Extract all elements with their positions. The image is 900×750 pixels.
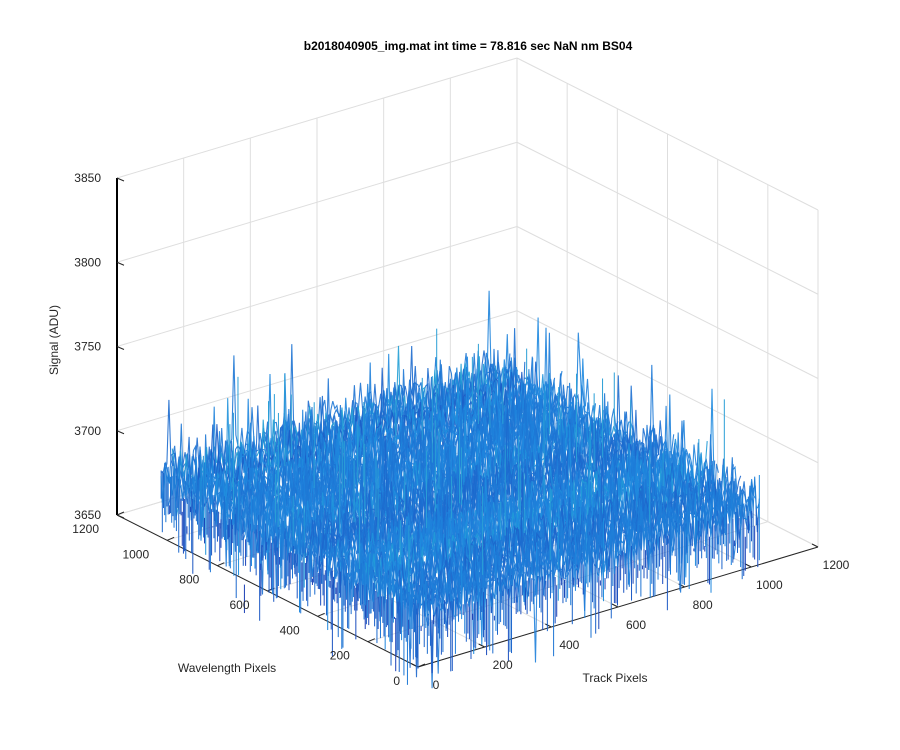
y-tick-label: 800 [179,573,199,587]
x-tick [478,643,485,648]
surface-edge [160,459,419,629]
x-tick-label: 0 [433,678,440,692]
x-tick [611,603,619,608]
z-tick [116,514,125,519]
surface-edge [417,459,760,617]
x-tick [745,563,752,568]
axes [116,177,819,668]
surface-trace [417,472,760,689]
z-tick [116,346,125,350]
y-tick-label: 200 [330,649,350,663]
x-tick [811,543,819,548]
y-tick [417,663,426,668]
y-tick-label: 400 [280,623,300,637]
z-tick-label: 3750 [74,340,101,354]
y-tick [166,536,175,541]
x-tick-label: 600 [626,618,646,632]
x-tick-label: 400 [559,638,579,652]
x-tick [545,623,552,628]
chart-title: b2018040905_img.mat int time = 78.816 se… [304,39,633,53]
z-tick [116,430,125,435]
y-tick-label: 1000 [122,547,149,561]
z-tick-label: 3850 [74,171,101,185]
y-tick [217,562,225,567]
y-tick [367,638,376,643]
y-tick-label: 600 [229,598,249,612]
y-tick-label: 0 [393,674,400,688]
z-tick [116,177,125,182]
y-tick-label: 1200 [72,522,99,536]
y-axis-label: Wavelength Pixels [178,661,276,675]
x-axis-label: Track Pixels [583,671,648,685]
x-tick-label: 200 [493,658,513,672]
z-axis-label: Signal (ADU) [47,305,61,375]
surface-plot [160,290,760,689]
z-tick-label: 3650 [74,508,101,522]
x-tick-label: 1000 [756,578,783,592]
z-tick-label: 3800 [74,255,101,269]
x-tick-label: 1200 [823,558,850,572]
y-tick [317,612,325,617]
tick-labels: 0 200 400 600 800 1000 1200 0 200 400 600 800 1000 12… [72,171,849,692]
y-tick [116,511,125,516]
z-tick-label: 3700 [74,424,101,438]
z-tick [116,261,125,266]
x-tick-label: 800 [693,598,713,612]
